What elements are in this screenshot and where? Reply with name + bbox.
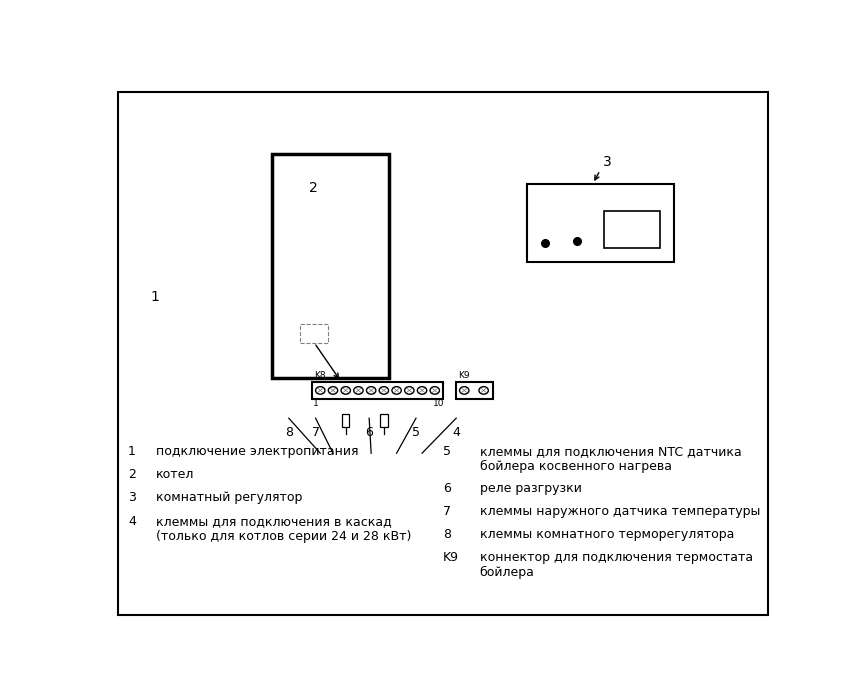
Text: 4: 4 [128, 514, 136, 528]
Text: 1: 1 [128, 445, 136, 458]
Bar [526, 183, 674, 262]
Text: 8: 8 [442, 528, 451, 541]
Circle shape [404, 386, 414, 394]
Bar [456, 382, 493, 399]
Circle shape [328, 386, 338, 394]
Circle shape [353, 386, 363, 394]
Bar [380, 414, 388, 427]
Text: подключение электропитания: подключение электропитания [156, 445, 359, 458]
Bar [272, 154, 389, 378]
Circle shape [315, 386, 325, 394]
Text: 4: 4 [452, 426, 461, 440]
Text: комнатный регулятор: комнатный регулятор [156, 491, 302, 505]
Text: клеммы для подключения в каскад
(только для котлов серии 24 и 28 кВт): клеммы для подключения в каскад (только … [156, 514, 411, 542]
Text: 1: 1 [313, 399, 319, 408]
Text: клеммы комнатного терморегулятора: клеммы комнатного терморегулятора [480, 528, 734, 541]
Circle shape [417, 386, 427, 394]
Text: реле разгрузки: реле разгрузки [480, 482, 581, 495]
Text: котел: котел [156, 468, 194, 482]
Text: 3: 3 [128, 491, 136, 505]
Bar [603, 211, 660, 248]
Text: клеммы наружного датчика температуры: клеммы наружного датчика температуры [480, 505, 760, 518]
Text: коннектор для подключения термостата
бойлера: коннектор для подключения термостата бой… [480, 552, 753, 580]
Text: 1: 1 [150, 290, 159, 304]
Circle shape [479, 386, 488, 394]
Text: 5: 5 [412, 426, 420, 440]
Text: 2: 2 [309, 181, 318, 195]
Bar [312, 382, 442, 399]
Text: 3: 3 [602, 155, 611, 169]
Circle shape [460, 386, 469, 394]
Text: 7: 7 [312, 426, 320, 440]
Bar [300, 324, 328, 343]
Text: K9: K9 [442, 552, 459, 564]
Text: 5: 5 [442, 445, 451, 458]
Circle shape [392, 386, 401, 394]
Circle shape [379, 386, 389, 394]
Text: 7: 7 [442, 505, 451, 518]
Text: 8: 8 [285, 426, 293, 440]
Text: клеммы для подключения NTC датчика
бойлера косвенного нагрева: клеммы для подключения NTC датчика бойле… [480, 445, 741, 473]
Text: 6: 6 [442, 482, 451, 495]
Bar [342, 414, 349, 427]
Text: 10: 10 [434, 399, 445, 408]
Text: 2: 2 [128, 468, 136, 482]
Text: K8: K8 [314, 371, 326, 380]
Text: 6: 6 [365, 426, 373, 440]
Circle shape [430, 386, 440, 394]
Text: K9: K9 [458, 371, 470, 380]
Circle shape [366, 386, 376, 394]
Circle shape [341, 386, 351, 394]
